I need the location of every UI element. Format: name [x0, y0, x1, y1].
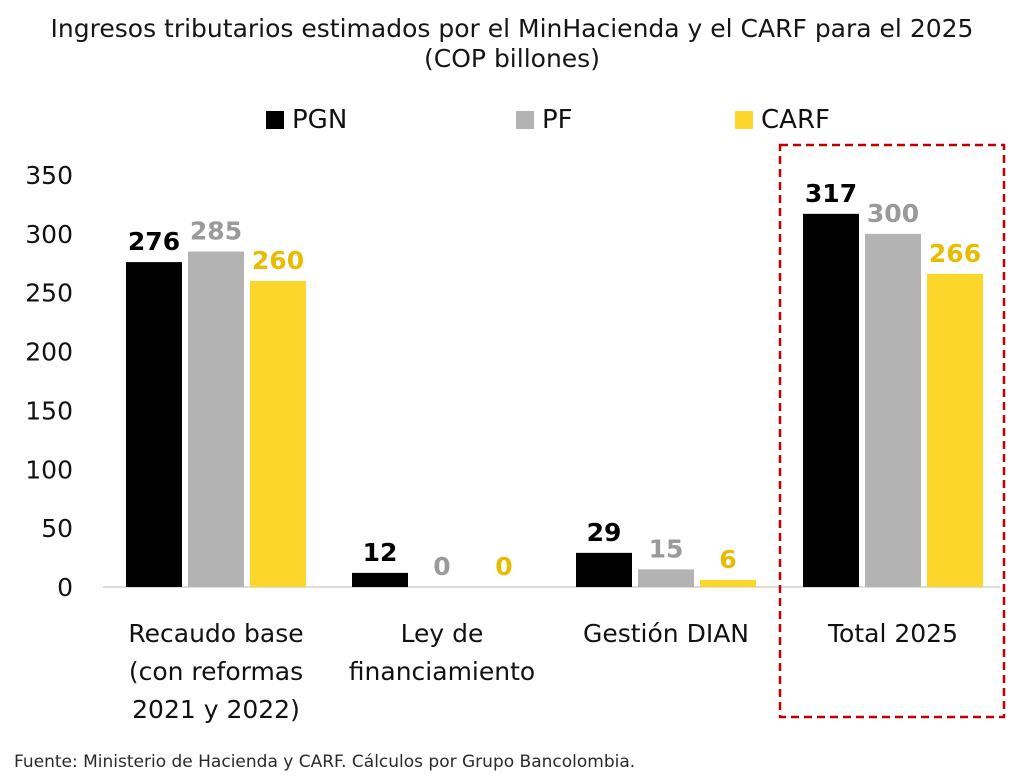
chart-title: Ingresos tributarios estimados por el Mi… [0, 14, 1024, 74]
legend-swatch-carf [735, 111, 753, 129]
bar-carf [250, 280, 306, 587]
x-category-label: 2021 y 2022) [132, 695, 300, 724]
data-label-pgn: 12 [363, 538, 398, 567]
bar-pgn [576, 552, 632, 587]
x-category-label: Ley de [401, 619, 484, 648]
source-note: Fuente: Ministerio de Hacienda y CARF. C… [14, 752, 636, 772]
x-category-label: (con reformas [129, 657, 303, 686]
bar-pf [638, 569, 694, 587]
y-tick-label: 250 [25, 279, 73, 308]
data-label-pf: 0 [433, 552, 450, 581]
y-tick-label: 350 [25, 161, 73, 190]
bar-carf [927, 273, 983, 587]
bar-pgn [126, 262, 182, 587]
y-tick-label: 100 [25, 455, 73, 484]
bar-pf [865, 233, 921, 587]
data-label-carf: 260 [252, 246, 304, 275]
bar-pgn [803, 213, 859, 588]
chart-title-line-1: Ingresos tributarios estimados por el Mi… [50, 14, 974, 43]
data-label-pf: 15 [649, 534, 684, 563]
legend-item-pf: PF [516, 103, 573, 137]
data-label-pgn: 317 [805, 179, 857, 208]
chart-title-line-2: (COP billones) [424, 44, 600, 73]
y-tick-label: 50 [41, 514, 73, 543]
data-label-pgn: 276 [128, 227, 180, 256]
x-category-label: Recaudo base [128, 619, 303, 648]
chart-legend: PGN PF CARF [0, 103, 1024, 137]
legend-item-pgn: PGN [266, 103, 347, 137]
y-tick-label: 200 [25, 338, 73, 367]
data-label-pgn: 29 [587, 518, 622, 547]
data-label-carf: 266 [929, 239, 981, 268]
x-category-label: Total 2025 [827, 619, 958, 648]
bar-carf [700, 579, 756, 587]
legend-label-carf: CARF [761, 105, 830, 135]
bar-pf [188, 251, 244, 587]
y-tick-label: 0 [57, 573, 73, 602]
legend-label-pgn: PGN [292, 105, 348, 135]
legend-swatch-pgn [266, 111, 284, 129]
data-label-pf: 300 [867, 199, 919, 228]
x-category-label: Gestión DIAN [583, 619, 749, 648]
data-label-carf: 6 [719, 545, 736, 574]
data-label-pf: 285 [190, 217, 242, 246]
y-tick-label: 300 [25, 220, 73, 249]
legend-item-carf: CARF [735, 103, 830, 137]
bar-pgn [352, 572, 408, 587]
x-category-label: financiamiento [349, 657, 535, 686]
highlight-box [778, 143, 1006, 719]
y-tick-label: 150 [25, 396, 73, 425]
legend-swatch-pf [516, 111, 534, 129]
data-label-carf: 0 [495, 552, 512, 581]
legend-label-pf: PF [542, 105, 573, 135]
